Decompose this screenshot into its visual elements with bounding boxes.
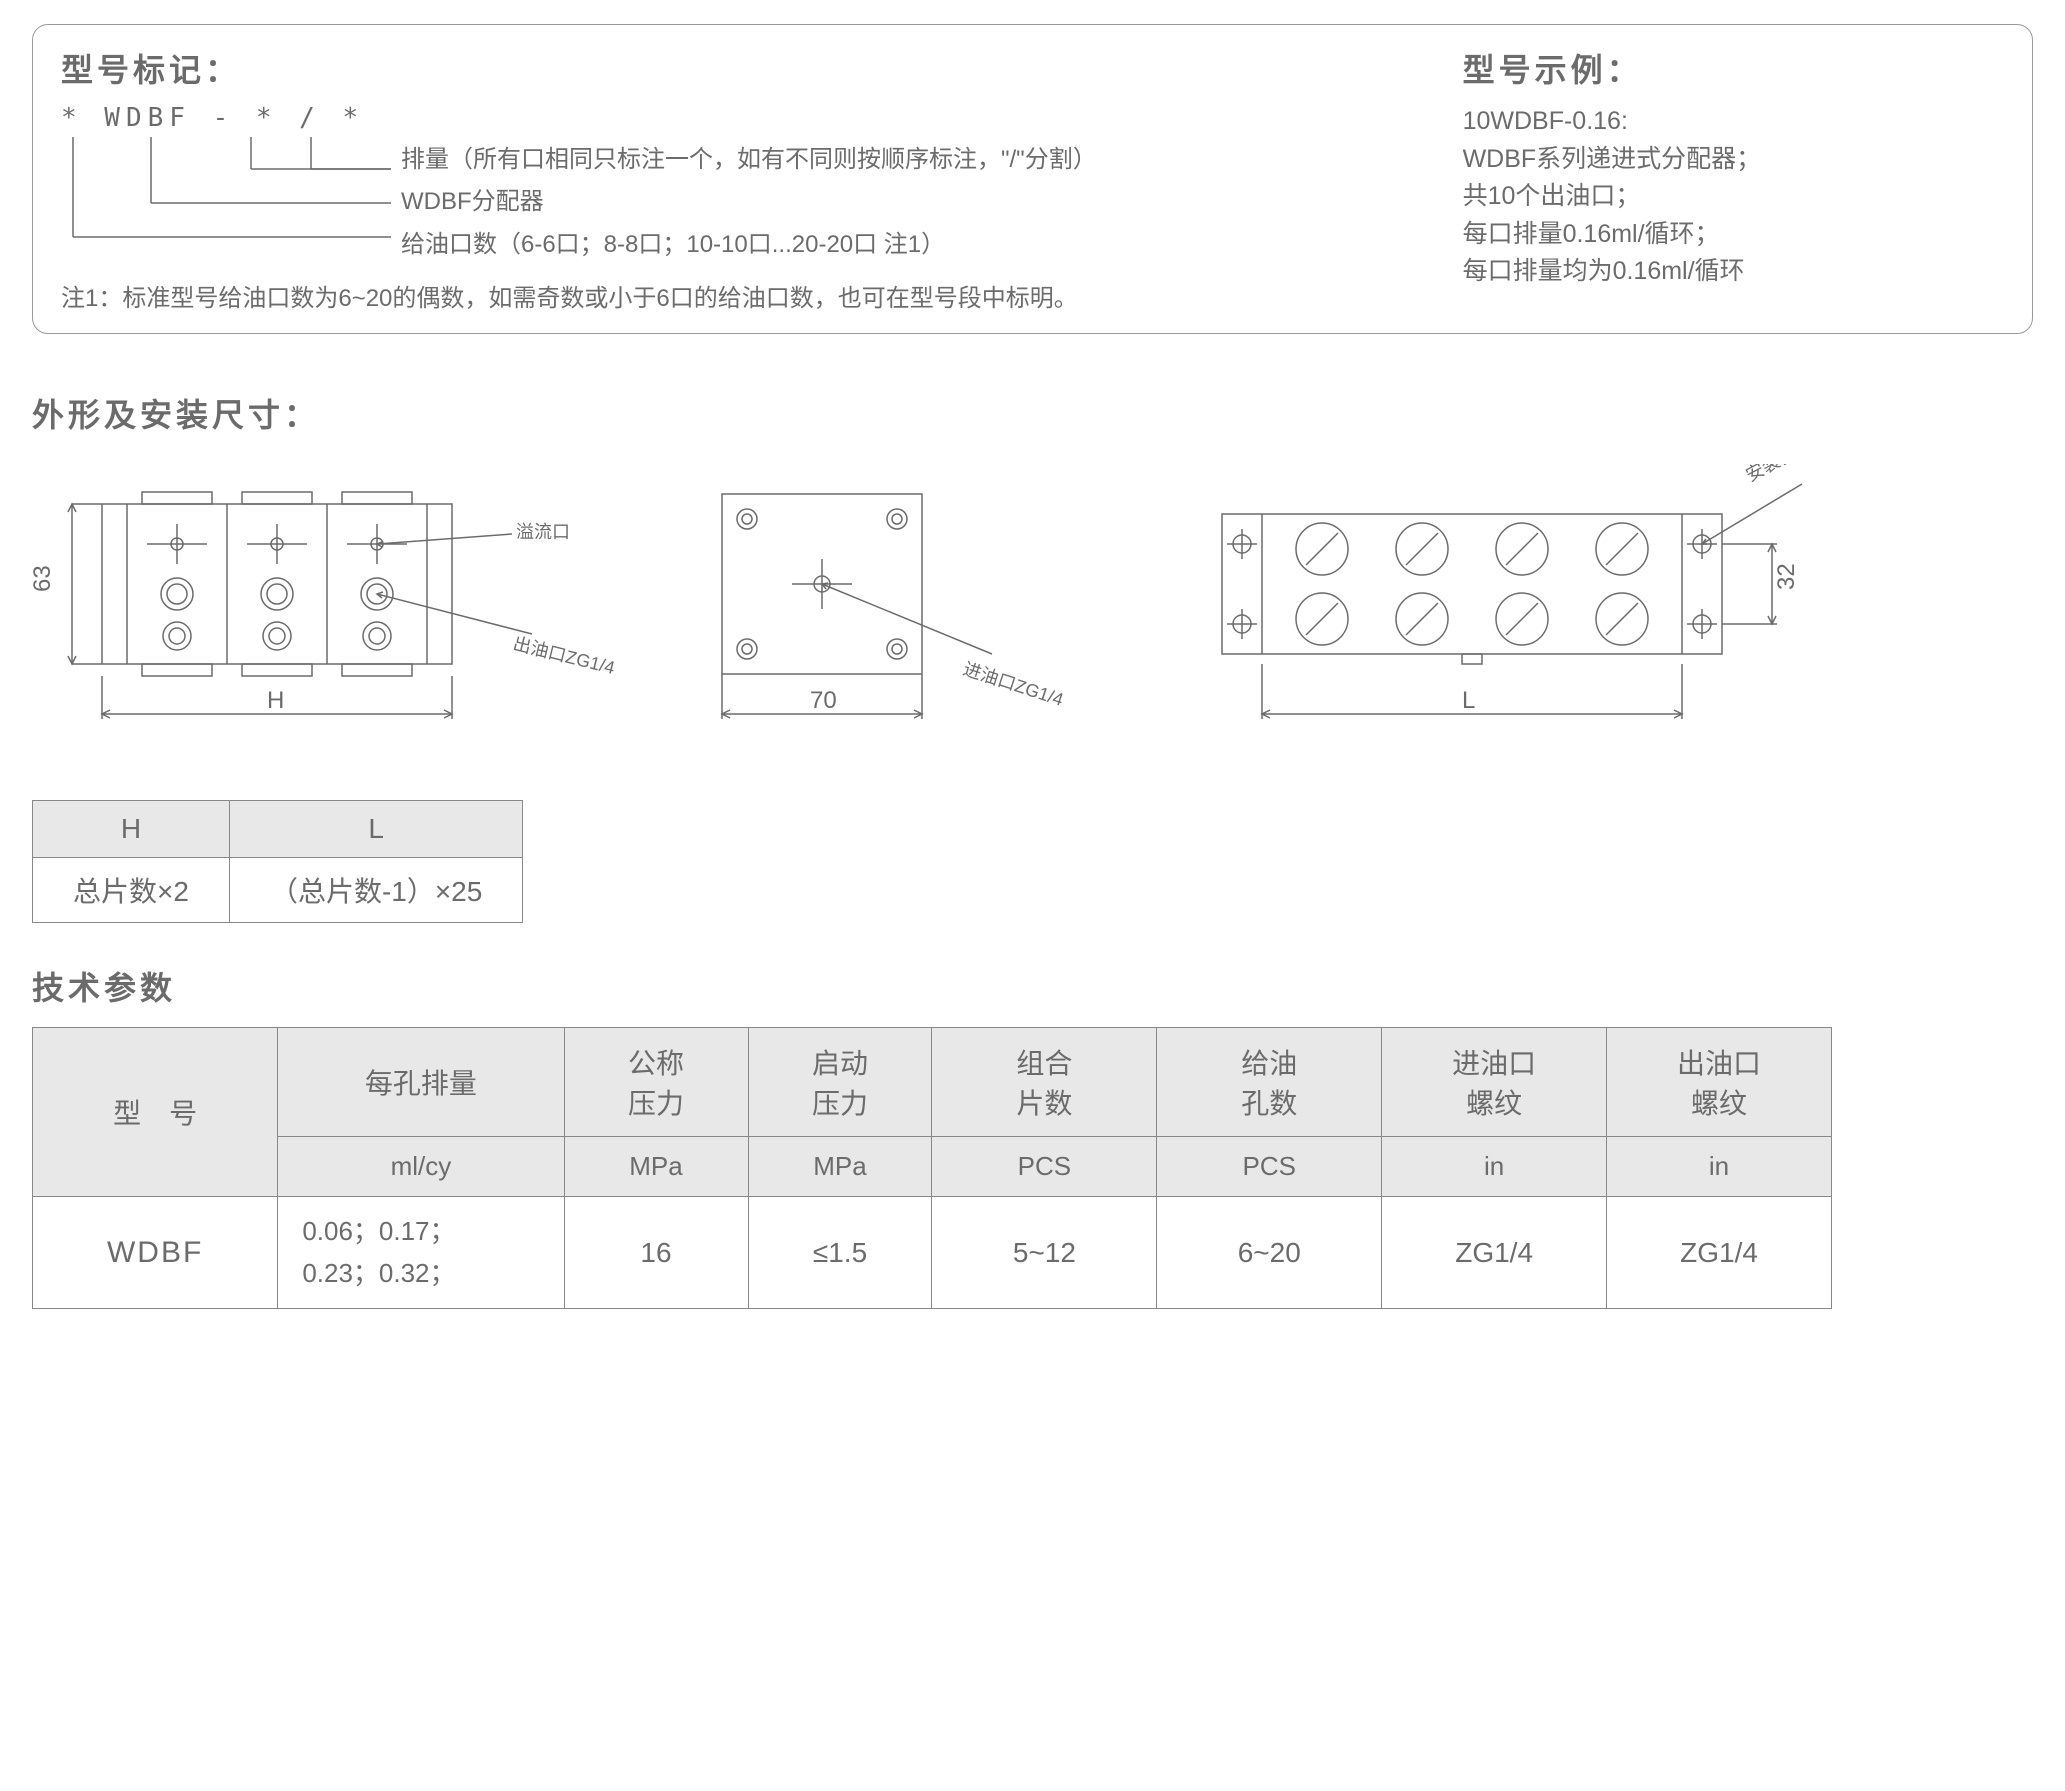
td-model: WDBF xyxy=(33,1197,278,1309)
th-u-ports: PCS xyxy=(1157,1137,1382,1197)
th-u-slices: PCS xyxy=(932,1137,1157,1197)
params-title: 技术参数 xyxy=(32,963,2033,1009)
td-disp: 0.06；0.17； 0.23；0.32； xyxy=(278,1197,564,1309)
hl-cell-H: 总片数×2 xyxy=(33,858,230,923)
legend-lines: 排量（所有口相同只标注一个，如有不同则按顺序标注，"/"分割） WDBF分配器 … xyxy=(401,141,1415,264)
label-inlet: 进油口ZG1/4 xyxy=(961,659,1066,710)
th-outthr: 出油口 螺纹 xyxy=(1607,1028,1832,1137)
dim-L: L xyxy=(1462,687,1475,714)
dim-H: H xyxy=(267,687,284,714)
th-u-inthr: in xyxy=(1382,1137,1607,1197)
th-nomp: 公称 压力 xyxy=(564,1028,748,1137)
td-startp: ≤1.5 xyxy=(748,1197,932,1309)
model-code-pattern: * WDBF - * / * xyxy=(61,103,1415,133)
drawing-top: L 32 安装孔4-Ø7 xyxy=(1162,464,1882,764)
model-marking-title: 型号标记： xyxy=(61,45,1415,91)
model-example-section: 型号示例： 10WDBF-0.16: WDBF系列递进式分配器； 共10个出油口… xyxy=(1463,45,2004,313)
hl-table: H L 总片数×2 （总片数-1）×25 xyxy=(32,800,523,923)
th-u-startp: MPa xyxy=(748,1137,932,1197)
th-ports: 给油 孔数 xyxy=(1157,1028,1382,1137)
td-inthr: ZG1/4 xyxy=(1382,1197,1607,1309)
model-marking-section: 型号标记： * WDBF - * / * 排量（所有口相同只标注一个，如有不同则… xyxy=(61,45,1415,313)
dimensions-title: 外形及安装尺寸： xyxy=(32,390,2033,436)
td-nomp: 16 xyxy=(564,1197,748,1309)
example-line-2: 共10个出油口； xyxy=(1463,178,2004,216)
th-u-disp: ml/cy xyxy=(278,1137,564,1197)
th-inthr: 进油口 螺纹 xyxy=(1382,1028,1607,1137)
note-1: 注1：标准型号给油口数为6~20的偶数，如需奇数或小于6口的给油口数，也可在型号… xyxy=(61,278,1415,313)
params-table: 型 号 每孔排量 公称 压力 启动 压力 组合 片数 给油 孔数 进油口 螺纹 … xyxy=(32,1027,1832,1309)
drawing-side: 70 进油口ZG1/4 xyxy=(692,464,1122,764)
legend-series: WDBF分配器 xyxy=(401,183,544,221)
dim-32: 32 xyxy=(1773,563,1800,590)
example-line-4: 每口排量均为0.16ml/循环 xyxy=(1463,253,2004,291)
label-mount: 安装孔4-Ø7 xyxy=(1742,464,1834,486)
dim-63: 63 xyxy=(32,565,56,592)
model-example-title: 型号示例： xyxy=(1463,45,2004,91)
th-slices: 组合 片数 xyxy=(932,1028,1157,1137)
th-u-outthr: in xyxy=(1607,1137,1832,1197)
drawings-row: 63 H 溢流口 出油口ZG1/4 xyxy=(32,464,2033,764)
dim-70: 70 xyxy=(810,687,837,714)
th-disp: 每孔排量 xyxy=(278,1028,564,1137)
label-outlet: 出油口ZG1/4 xyxy=(511,634,617,679)
example-line-1: WDBF系列递进式分配器； xyxy=(1463,141,2004,179)
drawing-front: 63 H 溢流口 出油口ZG1/4 xyxy=(32,464,652,764)
th-u-nomp: MPa xyxy=(564,1137,748,1197)
model-info-box: 型号标记： * WDBF - * / * 排量（所有口相同只标注一个，如有不同则… xyxy=(32,24,2033,334)
hl-header-L: L xyxy=(229,801,522,858)
example-line-0: 10WDBF-0.16: xyxy=(1463,103,2004,141)
td-outthr: ZG1/4 xyxy=(1607,1197,1832,1309)
th-model: 型 号 xyxy=(33,1028,278,1197)
hl-cell-L: （总片数-1）×25 xyxy=(229,858,522,923)
example-line-3: 每口排量0.16ml/循环； xyxy=(1463,216,2004,254)
legend-ports: 给油口数（6-6口；8-8口；10-10口...20-20口 注1） xyxy=(401,226,945,264)
td-slices: 5~12 xyxy=(932,1197,1157,1309)
label-overflow: 溢流口 xyxy=(516,522,570,542)
td-ports: 6~20 xyxy=(1157,1197,1382,1309)
th-startp: 启动 压力 xyxy=(748,1028,932,1137)
hl-header-H: H xyxy=(33,801,230,858)
legend-displacement: 排量（所有口相同只标注一个，如有不同则按顺序标注，"/"分割） xyxy=(401,141,1097,179)
